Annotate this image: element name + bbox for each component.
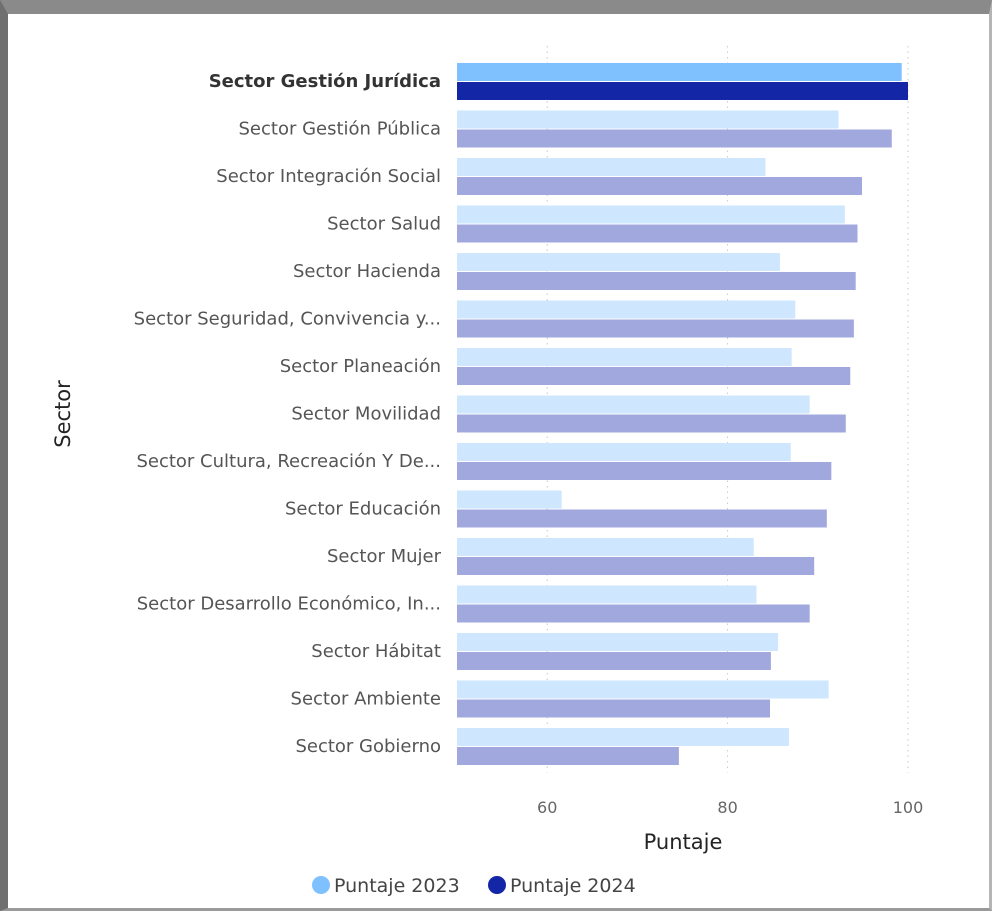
- bar-2023-1[interactable]: [457, 110, 839, 129]
- legend-label-1: Puntaje 2024: [510, 875, 636, 897]
- category-label: Sector Gobierno: [295, 736, 441, 757]
- bar-2024-11[interactable]: [457, 604, 810, 623]
- category-label: Sector Salud: [327, 214, 441, 235]
- bar-2023-9[interactable]: [457, 490, 562, 509]
- bar-2023-14[interactable]: [457, 728, 789, 746]
- category-label: Sector Seguridad, Convivencia y...: [134, 309, 441, 330]
- category-label: Sector Educación: [285, 499, 441, 520]
- legend-marker-1: [488, 876, 506, 894]
- category-label: Sector Mujer: [327, 546, 442, 567]
- bar-2023-11[interactable]: [457, 585, 757, 604]
- bar-2024-8[interactable]: [457, 462, 832, 480]
- bar-2024-10[interactable]: [457, 557, 815, 575]
- y-axis-title: Sector: [51, 380, 75, 448]
- category-label: Sector Movilidad: [291, 404, 441, 425]
- bar-2023-13[interactable]: [457, 680, 829, 699]
- bar-2024-1[interactable]: [457, 129, 892, 148]
- category-label: Sector Cultura, Recreación Y De...: [136, 451, 441, 472]
- bar-2023-7[interactable]: [457, 395, 810, 414]
- bar-2024-2[interactable]: [457, 177, 862, 195]
- legend-label-0: Puntaje 2023: [334, 875, 460, 897]
- x-tick-label: 60: [537, 798, 557, 817]
- bar-2024-14[interactable]: [457, 747, 679, 765]
- bar-2024-9[interactable]: [457, 509, 827, 528]
- category-labels: Sector Gestión Jurídica Sector Gestión Pú…: [134, 71, 442, 757]
- category-label: Sector Planeación: [280, 356, 441, 377]
- bar-2023-3[interactable]: [457, 205, 845, 224]
- x-tick-labels: 60 80 100: [537, 798, 923, 817]
- bar-2024-12[interactable]: [457, 652, 771, 670]
- legend: Puntaje 2023 Puntaje 2024: [312, 875, 636, 897]
- bar-2024-0[interactable]: [457, 82, 908, 100]
- bar-2023-10[interactable]: [457, 538, 754, 556]
- x-tick-label: 80: [717, 798, 737, 817]
- bar-2023-12[interactable]: [457, 633, 779, 651]
- category-label: Sector Gestión Pública: [239, 119, 442, 140]
- bar-2023-8[interactable]: [457, 443, 791, 461]
- bar-2024-5[interactable]: [457, 319, 854, 338]
- bar-2023-2[interactable]: [457, 158, 766, 176]
- category-label: Sector Desarrollo Económico, In...: [137, 594, 441, 615]
- x-tick-label: 100: [893, 798, 924, 817]
- category-label: Sector Gestión Jurídica: [209, 71, 441, 92]
- bar-2023-5[interactable]: [457, 300, 796, 319]
- bar-2024-7[interactable]: [457, 414, 846, 433]
- category-label: Sector Integración Social: [216, 166, 441, 187]
- bar-2023-6[interactable]: [457, 348, 792, 366]
- bars: [457, 63, 908, 765]
- bar-2024-6[interactable]: [457, 367, 851, 385]
- category-label: Sector Hábitat: [311, 641, 441, 662]
- bar-2023-0[interactable]: [457, 63, 902, 81]
- bar-2024-4[interactable]: [457, 272, 856, 290]
- bar-2023-4[interactable]: [457, 253, 780, 271]
- category-label: Sector Hacienda: [293, 261, 441, 282]
- category-label: Sector Ambiente: [291, 689, 441, 710]
- bar-2024-13[interactable]: [457, 699, 770, 718]
- x-axis-title: Puntaje: [644, 830, 723, 854]
- legend-marker-0: [312, 876, 330, 894]
- bar-2024-3[interactable]: [457, 224, 858, 243]
